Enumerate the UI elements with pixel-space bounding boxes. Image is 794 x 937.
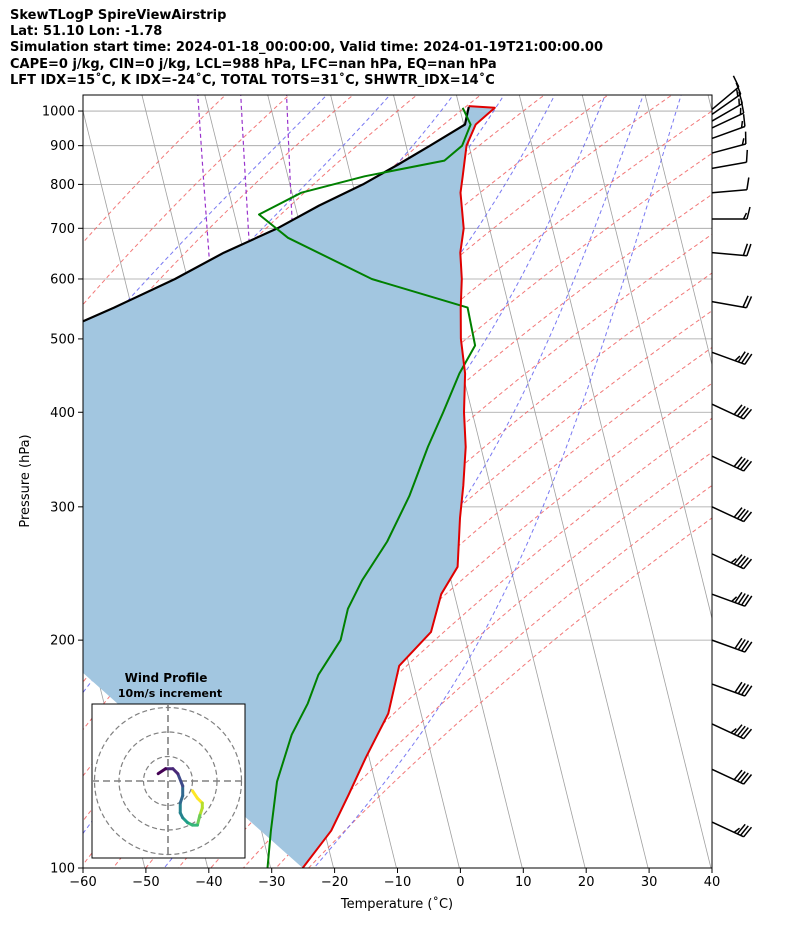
- x-tick-label: 0: [456, 875, 464, 890]
- moist-adiabat: [313, 95, 682, 868]
- isotherm-20: [581, 95, 712, 621]
- wind-barb: [711, 637, 753, 653]
- wind-barb: [711, 100, 745, 129]
- hodograph-segment: [176, 772, 185, 788]
- hodograph-segment: [156, 767, 168, 776]
- wind-barb: [711, 295, 753, 309]
- x-tick-label: 40: [704, 875, 721, 890]
- wind-barb: [711, 114, 746, 140]
- moist-adiabat: [83, 95, 505, 589]
- wind-barb: [711, 506, 753, 523]
- dry-adiabat: [83, 233, 712, 822]
- x-tick-label: −60: [69, 875, 96, 890]
- y-tick-label: 100: [50, 862, 75, 877]
- wind-barb: [711, 149, 749, 170]
- hodograph-segment: [195, 813, 202, 827]
- y-tick-label: 200: [50, 634, 75, 649]
- time-line: Simulation start time: 2024-01-18_00:00:…: [10, 40, 603, 56]
- x-tick-label: 20: [578, 875, 595, 890]
- mixing-ratio-line: [197, 95, 212, 280]
- x-tick-label: −30: [258, 875, 285, 890]
- hodograph-inset: Wind Profile 10m/s increment: [91, 671, 246, 859]
- dry-adiabat: [210, 417, 712, 868]
- wind-barb: [711, 821, 753, 838]
- y-tick-label: 900: [50, 139, 75, 154]
- stability-line: LFT IDX=15˚C, K IDX=-24˚C, TOTAL TOTS=31…: [10, 72, 495, 88]
- y-axis-label: Pressure (hPa): [18, 434, 33, 527]
- mixing-ratio-line: [240, 95, 253, 280]
- dry-adiabat: [307, 517, 712, 868]
- dry-adiabat: [83, 95, 290, 306]
- indices-line: CAPE=0 j/kg, CIN=0 j/kg, LCL=988 hPa, LF…: [10, 56, 497, 72]
- dry-adiabat: [275, 484, 712, 868]
- isotherm-30: [644, 95, 712, 367]
- cape-shading: [83, 106, 495, 868]
- y-tick-label: 1000: [42, 105, 75, 120]
- x-axis-label: Temperature (˚C): [340, 896, 453, 912]
- dry-adiabat: [83, 152, 712, 731]
- x-tick-label: −40: [195, 875, 222, 890]
- wind-barb: [711, 403, 753, 420]
- wind-barb: [711, 681, 753, 697]
- chart-header: SkewTLogP SpireViewAirstrip Lat: 51.10 L…: [10, 8, 603, 89]
- wind-barb: [711, 591, 753, 607]
- x-tick-label: −10: [384, 875, 411, 890]
- chart-title: SkewTLogP SpireViewAirstrip: [10, 8, 227, 23]
- x-tick-label: 30: [641, 875, 658, 890]
- wind-barb: [711, 177, 750, 194]
- dewpoint-line: [258, 107, 477, 868]
- isotherm-40: [707, 95, 712, 113]
- wind-barb: [711, 723, 753, 740]
- hodograph-title: Wind Profile: [125, 671, 208, 685]
- isotherm-0: [456, 95, 649, 868]
- wind-barb: [711, 455, 753, 472]
- wind-barb: [711, 768, 753, 785]
- isotherm--90: [0, 92, 86, 885]
- parcel-line: [83, 106, 470, 323]
- y-tick-label: 700: [50, 222, 75, 237]
- wind-barb: [711, 243, 752, 257]
- dry-adiabat: [83, 95, 227, 244]
- wind-barb: [711, 82, 742, 115]
- x-tick-label: 10: [515, 875, 532, 890]
- wind-barb: [711, 553, 753, 570]
- y-tick-label: 400: [50, 406, 75, 421]
- x-tick-label: −20: [321, 875, 348, 890]
- location-line: Lat: 51.10 Lon: -1.78: [10, 24, 163, 40]
- y-tick-label: 500: [50, 332, 75, 347]
- y-tick-label: 800: [50, 178, 75, 193]
- moist-adiabat: [83, 95, 328, 353]
- wind-barb: [711, 206, 751, 220]
- temperature-line: [301, 105, 496, 868]
- y-tick-label: 600: [50, 272, 75, 287]
- y-tick-label: 300: [50, 500, 75, 515]
- wind-barb: [711, 351, 753, 366]
- hodograph-subtitle: 10m/s increment: [118, 687, 222, 700]
- x-tick-label: −50: [132, 875, 159, 890]
- wind-barb: [711, 131, 747, 154]
